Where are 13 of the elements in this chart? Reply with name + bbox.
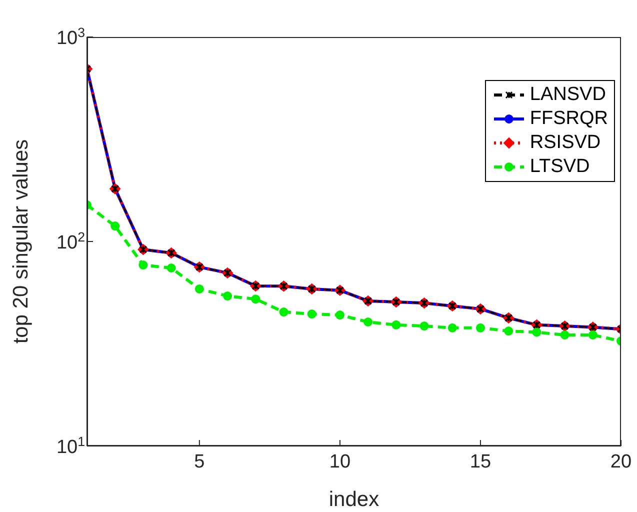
legend-label: FFSRQR bbox=[530, 107, 608, 131]
x-tick-label: 15 bbox=[470, 451, 492, 472]
y-axis-title: top 20 singular values bbox=[9, 139, 32, 344]
x-axis-title: index bbox=[328, 488, 380, 511]
legend-label: LANSVD bbox=[530, 83, 606, 107]
x-tick-label: 20 bbox=[610, 451, 632, 472]
y-tick-label: 10$^{3}$ bbox=[56, 24, 85, 49]
x-tick-label: 5 bbox=[194, 451, 205, 472]
x-tick-label: 10 bbox=[329, 451, 351, 472]
y-tick-label: 10$^{1}$ bbox=[56, 434, 85, 458]
legend-label: LTSVD bbox=[530, 155, 590, 179]
y-tick-label: 10$^{2}$ bbox=[56, 229, 85, 254]
legend-label: RSISVD bbox=[530, 131, 601, 155]
